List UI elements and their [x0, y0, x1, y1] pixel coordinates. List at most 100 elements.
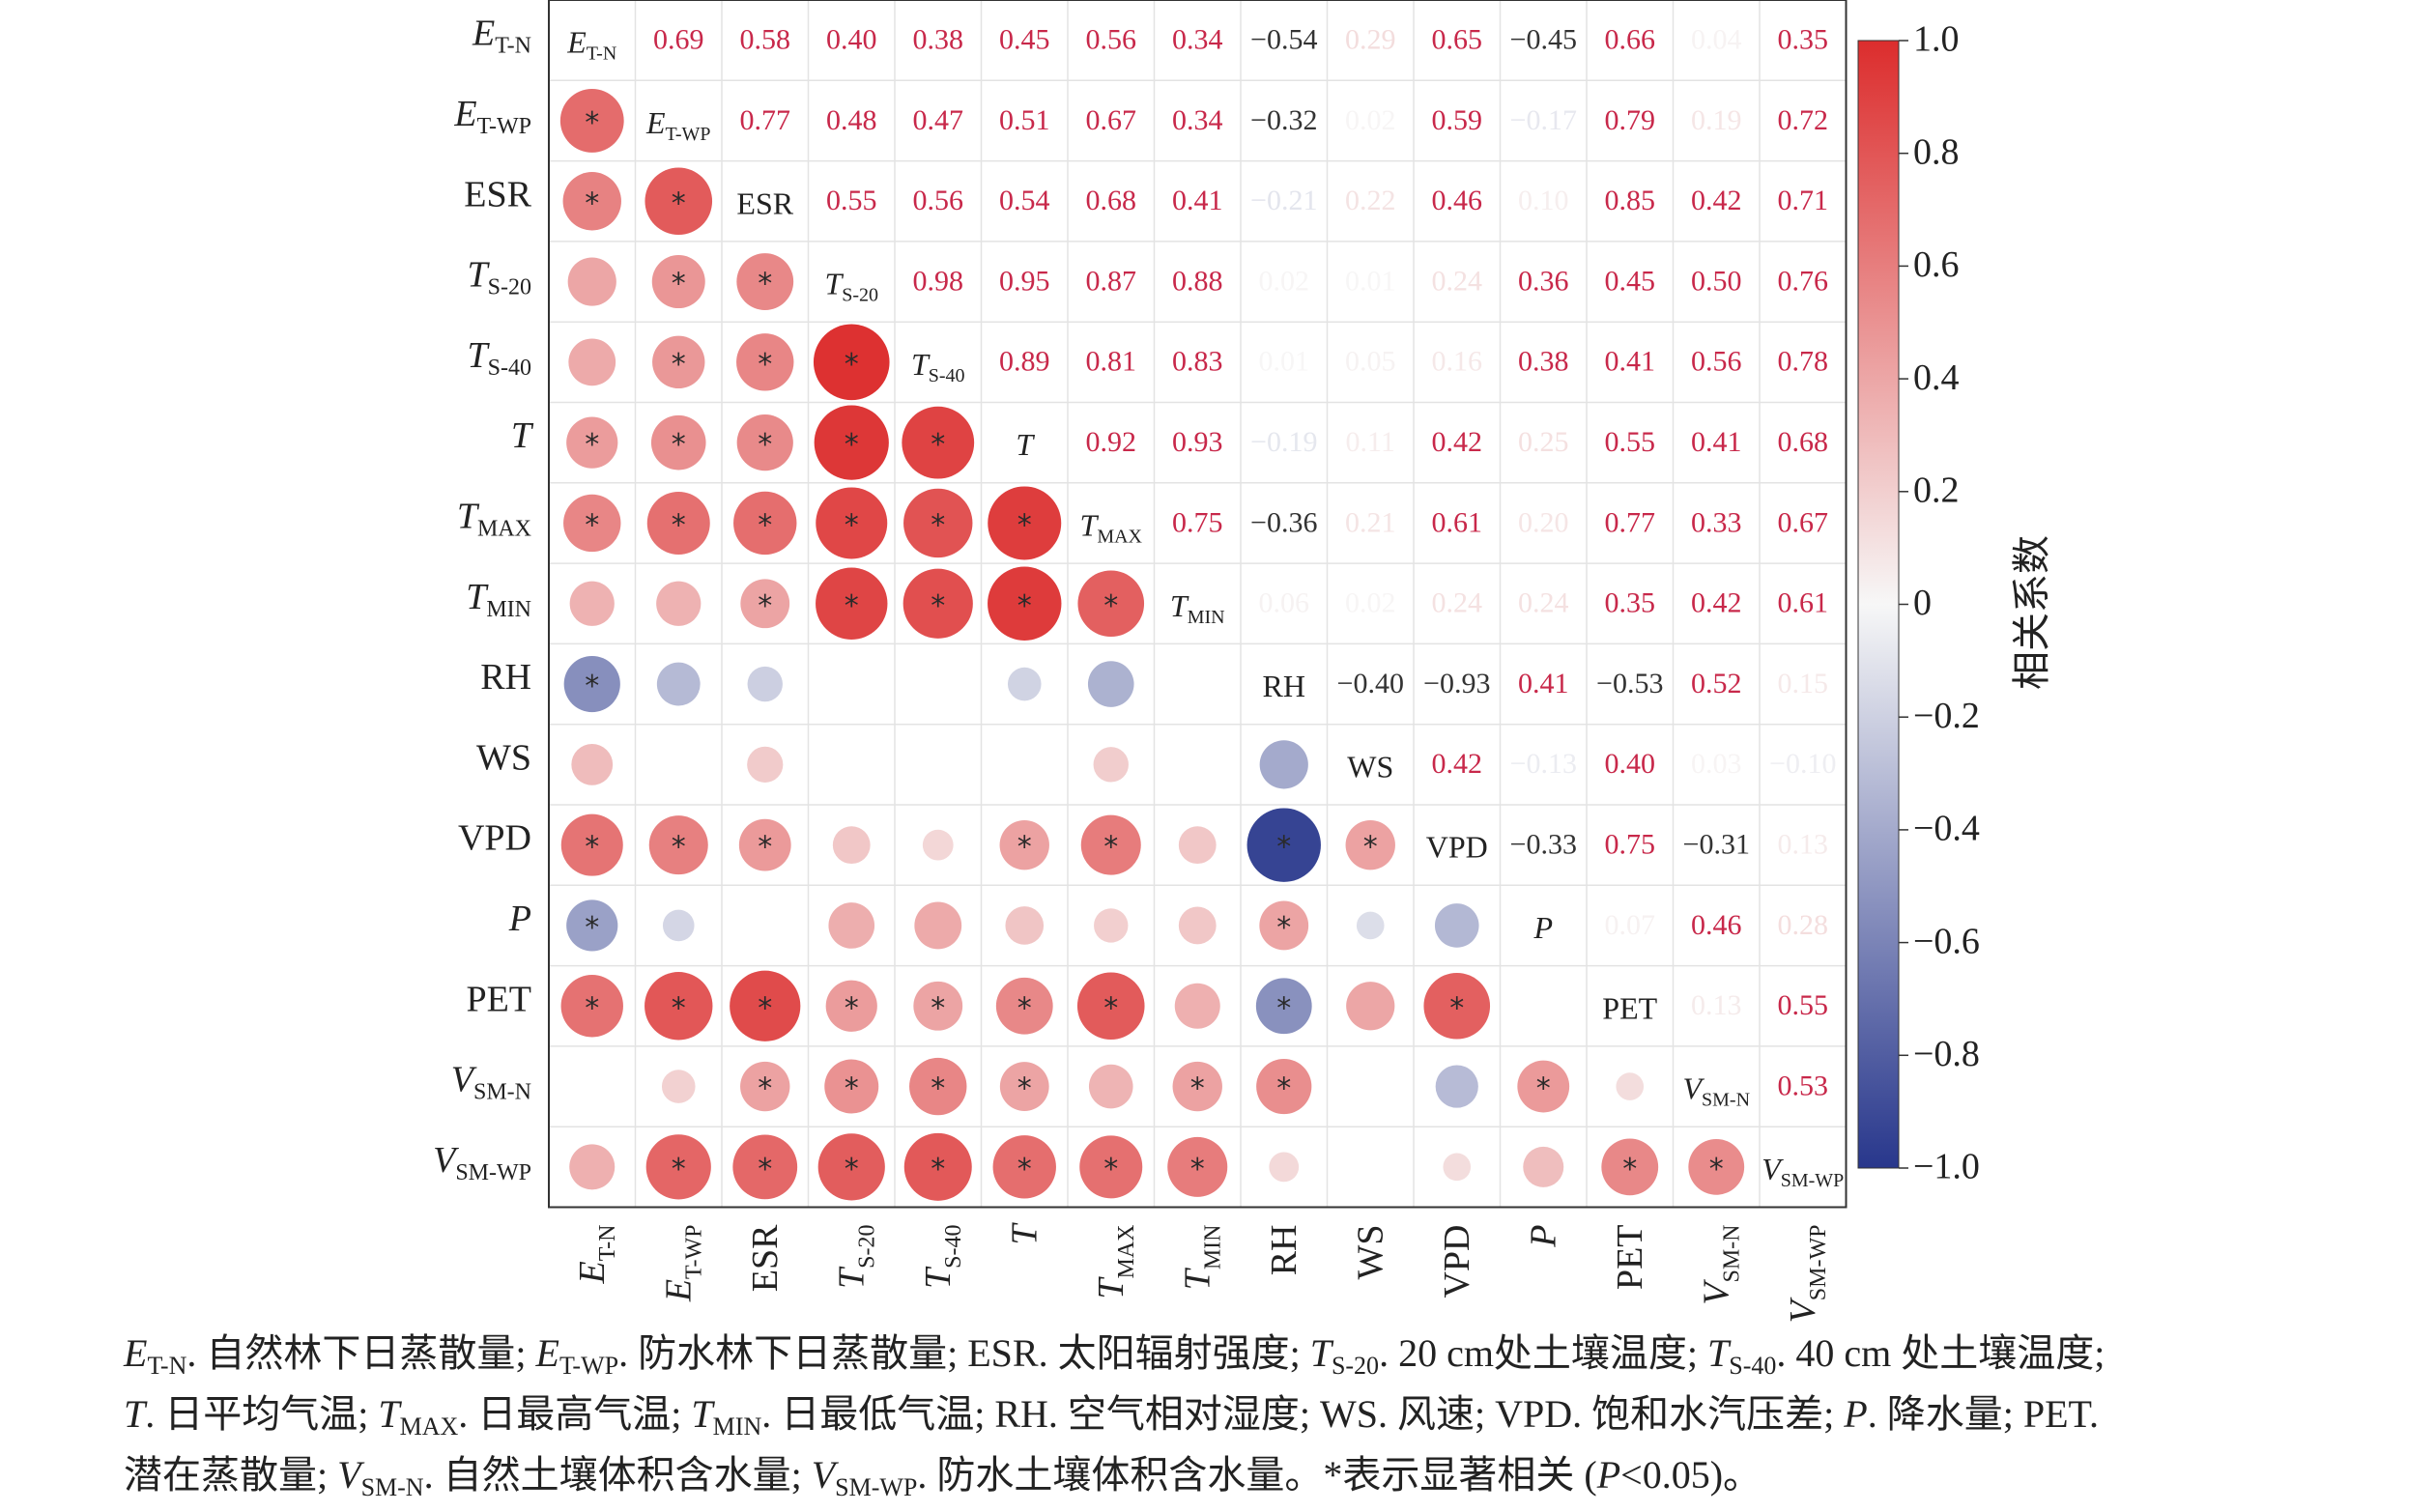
correlation-value: −0.45: [1510, 24, 1577, 56]
correlation-value: −0.93: [1423, 668, 1490, 699]
diagonal-label: TMAX: [1080, 508, 1143, 547]
correlation-value: 0.02: [1259, 265, 1310, 297]
correlation-value: 0.41: [1691, 426, 1742, 458]
correlation-circle: [1443, 1153, 1472, 1182]
significance-marker: *: [672, 991, 686, 1025]
row-label: P: [508, 899, 531, 939]
caption-symbol: P: [1596, 1453, 1621, 1497]
correlation-circle: [662, 909, 695, 942]
correlation-value: −0.17: [1510, 104, 1577, 136]
caption-subscript: MIN: [712, 1412, 762, 1441]
significance-marker: *: [585, 670, 599, 703]
diagonal-label: ET-WP: [645, 105, 711, 144]
significance-marker: *: [758, 991, 772, 1025]
significance-marker: *: [1017, 589, 1032, 623]
correlation-value: 0.03: [1691, 748, 1742, 780]
correlation-circle: [995, 977, 1053, 1035]
significance-marker: *: [1017, 508, 1032, 542]
significance-marker: *: [585, 106, 599, 140]
correlation-circle: [1093, 747, 1129, 783]
correlation-circle: [1517, 1060, 1570, 1113]
caption-symbol: E: [535, 1331, 559, 1375]
correlation-value: 0.21: [1345, 506, 1396, 538]
correlation-value: 0.56: [1691, 346, 1742, 378]
significance-marker: *: [758, 268, 772, 301]
correlation-value: 0.59: [1432, 104, 1483, 136]
colorbar-tick-label: 0.2: [1913, 471, 1960, 511]
correlation-value: 0.55: [1778, 989, 1829, 1021]
correlation-value: 0.81: [1086, 346, 1137, 378]
caption-line-2: T. 日平均气温; TMAX. 日最高气温; TMIN. 日最低气温; RH. …: [124, 1390, 2346, 1451]
colorbar-tick-label: −1.0: [1913, 1147, 1980, 1187]
correlation-circle: [645, 972, 713, 1041]
caption-symbol: T: [124, 1392, 146, 1436]
caption-symbol: V: [811, 1453, 836, 1497]
caption-symbol: T: [1309, 1331, 1332, 1375]
correlation-value: 0.40: [1605, 748, 1656, 780]
row-label: TS-40: [468, 335, 531, 381]
significance-marker: *: [672, 268, 686, 301]
correlation-circle: [1080, 814, 1141, 875]
correlation-circle: [560, 975, 623, 1038]
column-label: ET-WP: [658, 1225, 706, 1303]
correlation-circle: [652, 335, 705, 389]
row-label: TMIN: [466, 576, 531, 621]
significance-marker: *: [1276, 911, 1291, 945]
correlation-circle: [824, 1059, 879, 1114]
correlation-circle: [1087, 661, 1134, 707]
significance-marker: *: [931, 428, 945, 462]
correlation-value: 0.25: [1518, 426, 1569, 458]
correlation-circle: [1423, 972, 1491, 1040]
caption-text: . 自然土壤体积含水量;: [423, 1453, 812, 1497]
correlation-circle: [747, 666, 783, 702]
correlation-value: 0.41: [1172, 185, 1223, 216]
correlation-circle: [1256, 1058, 1312, 1115]
correlation-value: 0.52: [1691, 668, 1742, 699]
correlation-circle: [814, 405, 889, 480]
correlation-circle: [914, 901, 962, 950]
correlation-circle: [832, 826, 871, 865]
significance-marker: *: [1449, 991, 1464, 1025]
diagonal-label: TS-20: [824, 267, 878, 305]
matrix-cells: ET-N 0.69 0.58 0.40 0.38 0.45 0.56 0.34 −0.54 0.2…: [559, 24, 1844, 1201]
diagonal-label: P: [1533, 910, 1553, 945]
correlation-circle: [1094, 908, 1129, 943]
correlation-value: 0.04: [1691, 24, 1742, 56]
caption-subscript: T-WP: [559, 1352, 619, 1380]
significance-marker: *: [585, 186, 599, 220]
correlation-circle: [988, 566, 1062, 641]
correlation-value: 0.38: [913, 24, 964, 56]
correlation-value: 0.46: [1432, 185, 1483, 216]
column-label: VSM-WP: [1783, 1225, 1831, 1324]
caption-line-3: 潜在蒸散量; VSM-N. 自然土壤体积含水量; VSM-WP. 防水土壤体积含…: [124, 1451, 2346, 1512]
correlation-circle: [813, 324, 890, 401]
correlation-value: 0.16: [1432, 346, 1483, 378]
significance-marker: *: [1276, 831, 1291, 865]
correlation-value: 0.51: [999, 104, 1050, 136]
row-label: VSM-WP: [433, 1140, 531, 1185]
row-labels: ET-N ET-WP ESR TS-20 TS-40 T TMAX TMIN RH WS VPD PP…: [433, 13, 534, 1184]
correlation-value: 0.42: [1432, 748, 1483, 780]
correlation-value: 0.34: [1172, 24, 1223, 56]
correlation-value: 0.75: [1605, 829, 1656, 861]
significance-marker: *: [758, 1072, 772, 1106]
correlation-circle: [909, 1057, 967, 1116]
correlation-circle: [817, 1133, 885, 1201]
correlation-value: 0.77: [1605, 506, 1656, 538]
correlation-value: −0.40: [1337, 668, 1404, 699]
correlation-circle: [825, 980, 877, 1032]
correlation-value: 0.83: [1172, 346, 1223, 378]
caption-symbol: T: [691, 1392, 713, 1436]
significance-marker: *: [1103, 991, 1118, 1025]
correlation-circle: [988, 486, 1062, 560]
correlation-value: −0.21: [1250, 185, 1317, 216]
significance-marker: *: [758, 831, 772, 865]
column-label: RH: [1264, 1225, 1304, 1276]
correlation-circle: [736, 414, 793, 471]
correlation-value: 0.54: [999, 185, 1050, 216]
correlation-circle: [1259, 740, 1308, 789]
column-label: ESR: [745, 1224, 786, 1292]
correlation-circle: [645, 1134, 711, 1200]
significance-marker: *: [1276, 1072, 1291, 1106]
significance-marker: *: [845, 348, 859, 382]
